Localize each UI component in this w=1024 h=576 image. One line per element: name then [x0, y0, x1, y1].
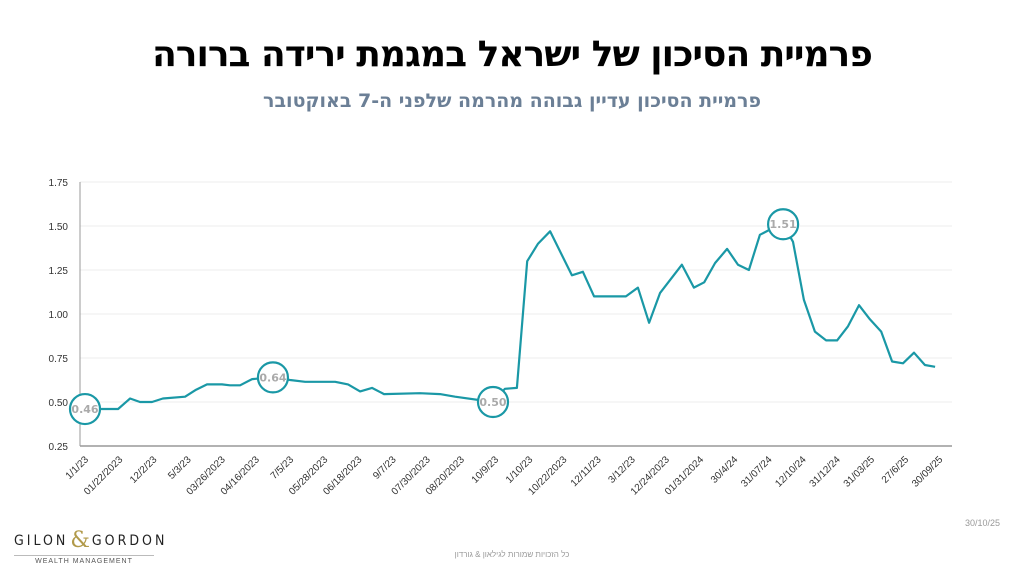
y-tick-label: 1.75 — [49, 178, 69, 189]
callout-label: 0.64 — [259, 371, 286, 384]
callout-circle — [68, 392, 102, 426]
y-tick-label: 1.00 — [49, 310, 69, 321]
copyright-notice: כל הזכויות שמורות לגילאון & גורדון — [454, 550, 570, 559]
value-callout: 1.51 — [766, 208, 800, 241]
x-tick-label: 27/6/25 — [880, 454, 912, 486]
y-tick-label: 0.25 — [49, 442, 69, 453]
x-tick-label: 5/3/23 — [166, 454, 194, 482]
page-subtitle: פרמיית הסיכון עדיין גבוהה מהרמה שלפני ה-… — [263, 90, 761, 112]
value-callout: 0.46 — [68, 392, 102, 426]
callout-circle — [766, 208, 800, 241]
x-tick-label: 31/12/24 — [808, 454, 844, 490]
x-tick-label: 12/10/24 — [773, 454, 809, 490]
slide-date: 30/10/25 — [964, 518, 1000, 528]
callout-circle — [476, 385, 510, 419]
callout-circle — [256, 361, 290, 394]
page-title: פרמיית הסיכון של ישראל במגמת ירידה ברורה — [152, 34, 873, 75]
y-tick-label: 0.50 — [49, 398, 69, 409]
y-tick-label: 1.50 — [49, 222, 69, 233]
x-tick-label: 7/5/23 — [269, 454, 297, 482]
logo-name-right: GORDON — [91, 532, 168, 549]
risk-premium-chart: 0.250.500.751.001.251.501.751/1/2301/22/… — [49, 178, 952, 498]
x-tick-label: 10/9/23 — [470, 454, 502, 486]
value-callout: 0.64 — [256, 361, 290, 394]
series-line — [85, 223, 936, 411]
x-tick-label: 30/09/25 — [910, 454, 946, 490]
x-tick-label: 30/4/24 — [709, 454, 741, 486]
logo-ampersand: & — [70, 528, 90, 553]
value-callout: 0.50 — [476, 385, 510, 419]
x-tick-label: 3/12/23 — [606, 454, 638, 486]
logo-tagline: WEALTH MANAGEMENT — [35, 558, 133, 565]
logo-divider — [14, 555, 154, 556]
callout-label: 0.50 — [479, 396, 506, 409]
x-tick-label: 9/7/23 — [371, 454, 399, 482]
company-logo: GILON & GORDON WEALTH MANAGEMENT — [14, 528, 164, 565]
x-tick-label: 31/03/25 — [842, 454, 878, 490]
y-tick-label: 0.75 — [49, 354, 69, 365]
x-tick-label: 12/2/23 — [128, 454, 160, 486]
x-tick-label: 1/1/23 — [64, 454, 92, 482]
logo-name-left: GILON — [14, 532, 69, 549]
x-tick-label: 1/10/23 — [504, 454, 536, 486]
callout-label: 1.51 — [770, 218, 797, 231]
y-tick-label: 1.25 — [49, 266, 69, 277]
x-tick-label: 31/07/24 — [739, 454, 775, 490]
x-tick-label: 12/11/23 — [569, 454, 604, 489]
callout-label: 0.46 — [71, 403, 98, 416]
